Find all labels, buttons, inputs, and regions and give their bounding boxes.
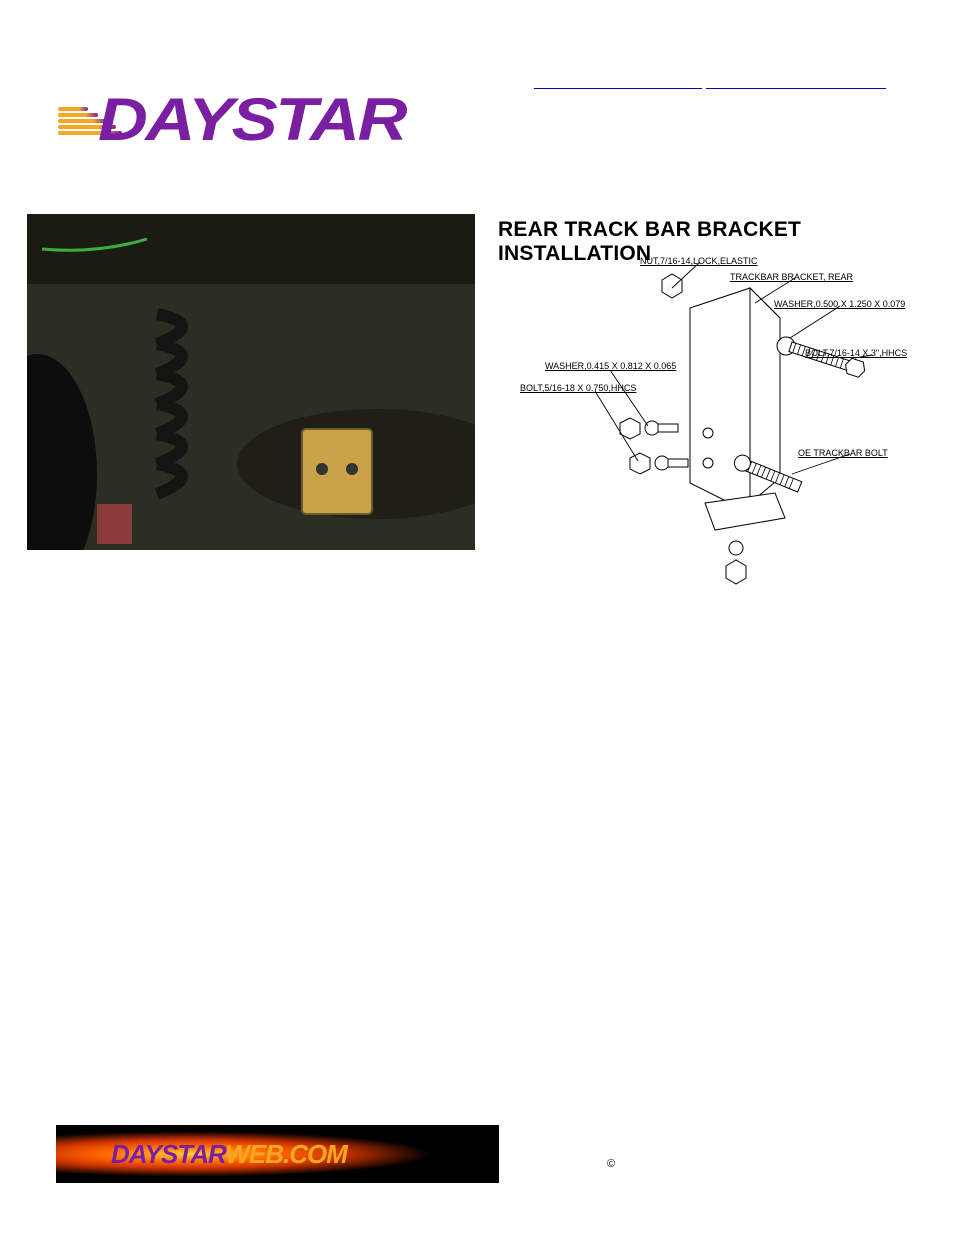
install-photo — [27, 214, 475, 550]
copyright-symbol: © — [607, 1158, 615, 1170]
track-bar-bracket-diagram: NUT,7/16-14,LOCK,ELASTIC TRACKBAR BRACKE… — [540, 248, 940, 588]
banner-text-1: DAYSTAR — [111, 1139, 225, 1169]
label-washer-large: WASHER,0.500 X 1.250 X 0.079 — [774, 299, 905, 309]
header-link-2[interactable] — [706, 88, 886, 89]
label-nut: NUT,7/16-14,LOCK,ELASTIC — [640, 256, 758, 266]
label-bolt-small: BOLT,5/16-18 X 0.750,HHCS — [520, 383, 636, 393]
header-links — [534, 88, 886, 112]
daystarweb-banner: DAYSTARWEB.COM — [56, 1125, 499, 1183]
banner-text-2: WEB.COM — [225, 1139, 347, 1169]
label-bolt-large: BOLT,7/16-14 X 3",HHCS — [805, 348, 907, 358]
daystar-logo: DAYSTAR — [58, 85, 538, 143]
label-oe-bolt: OE TRACKBAR BOLT — [798, 448, 888, 458]
label-washer-small: WASHER,0.415 X 0.812 X 0.065 — [545, 361, 676, 371]
header-link-1[interactable] — [534, 88, 702, 89]
label-bracket: TRACKBAR BRACKET, REAR — [730, 272, 853, 282]
